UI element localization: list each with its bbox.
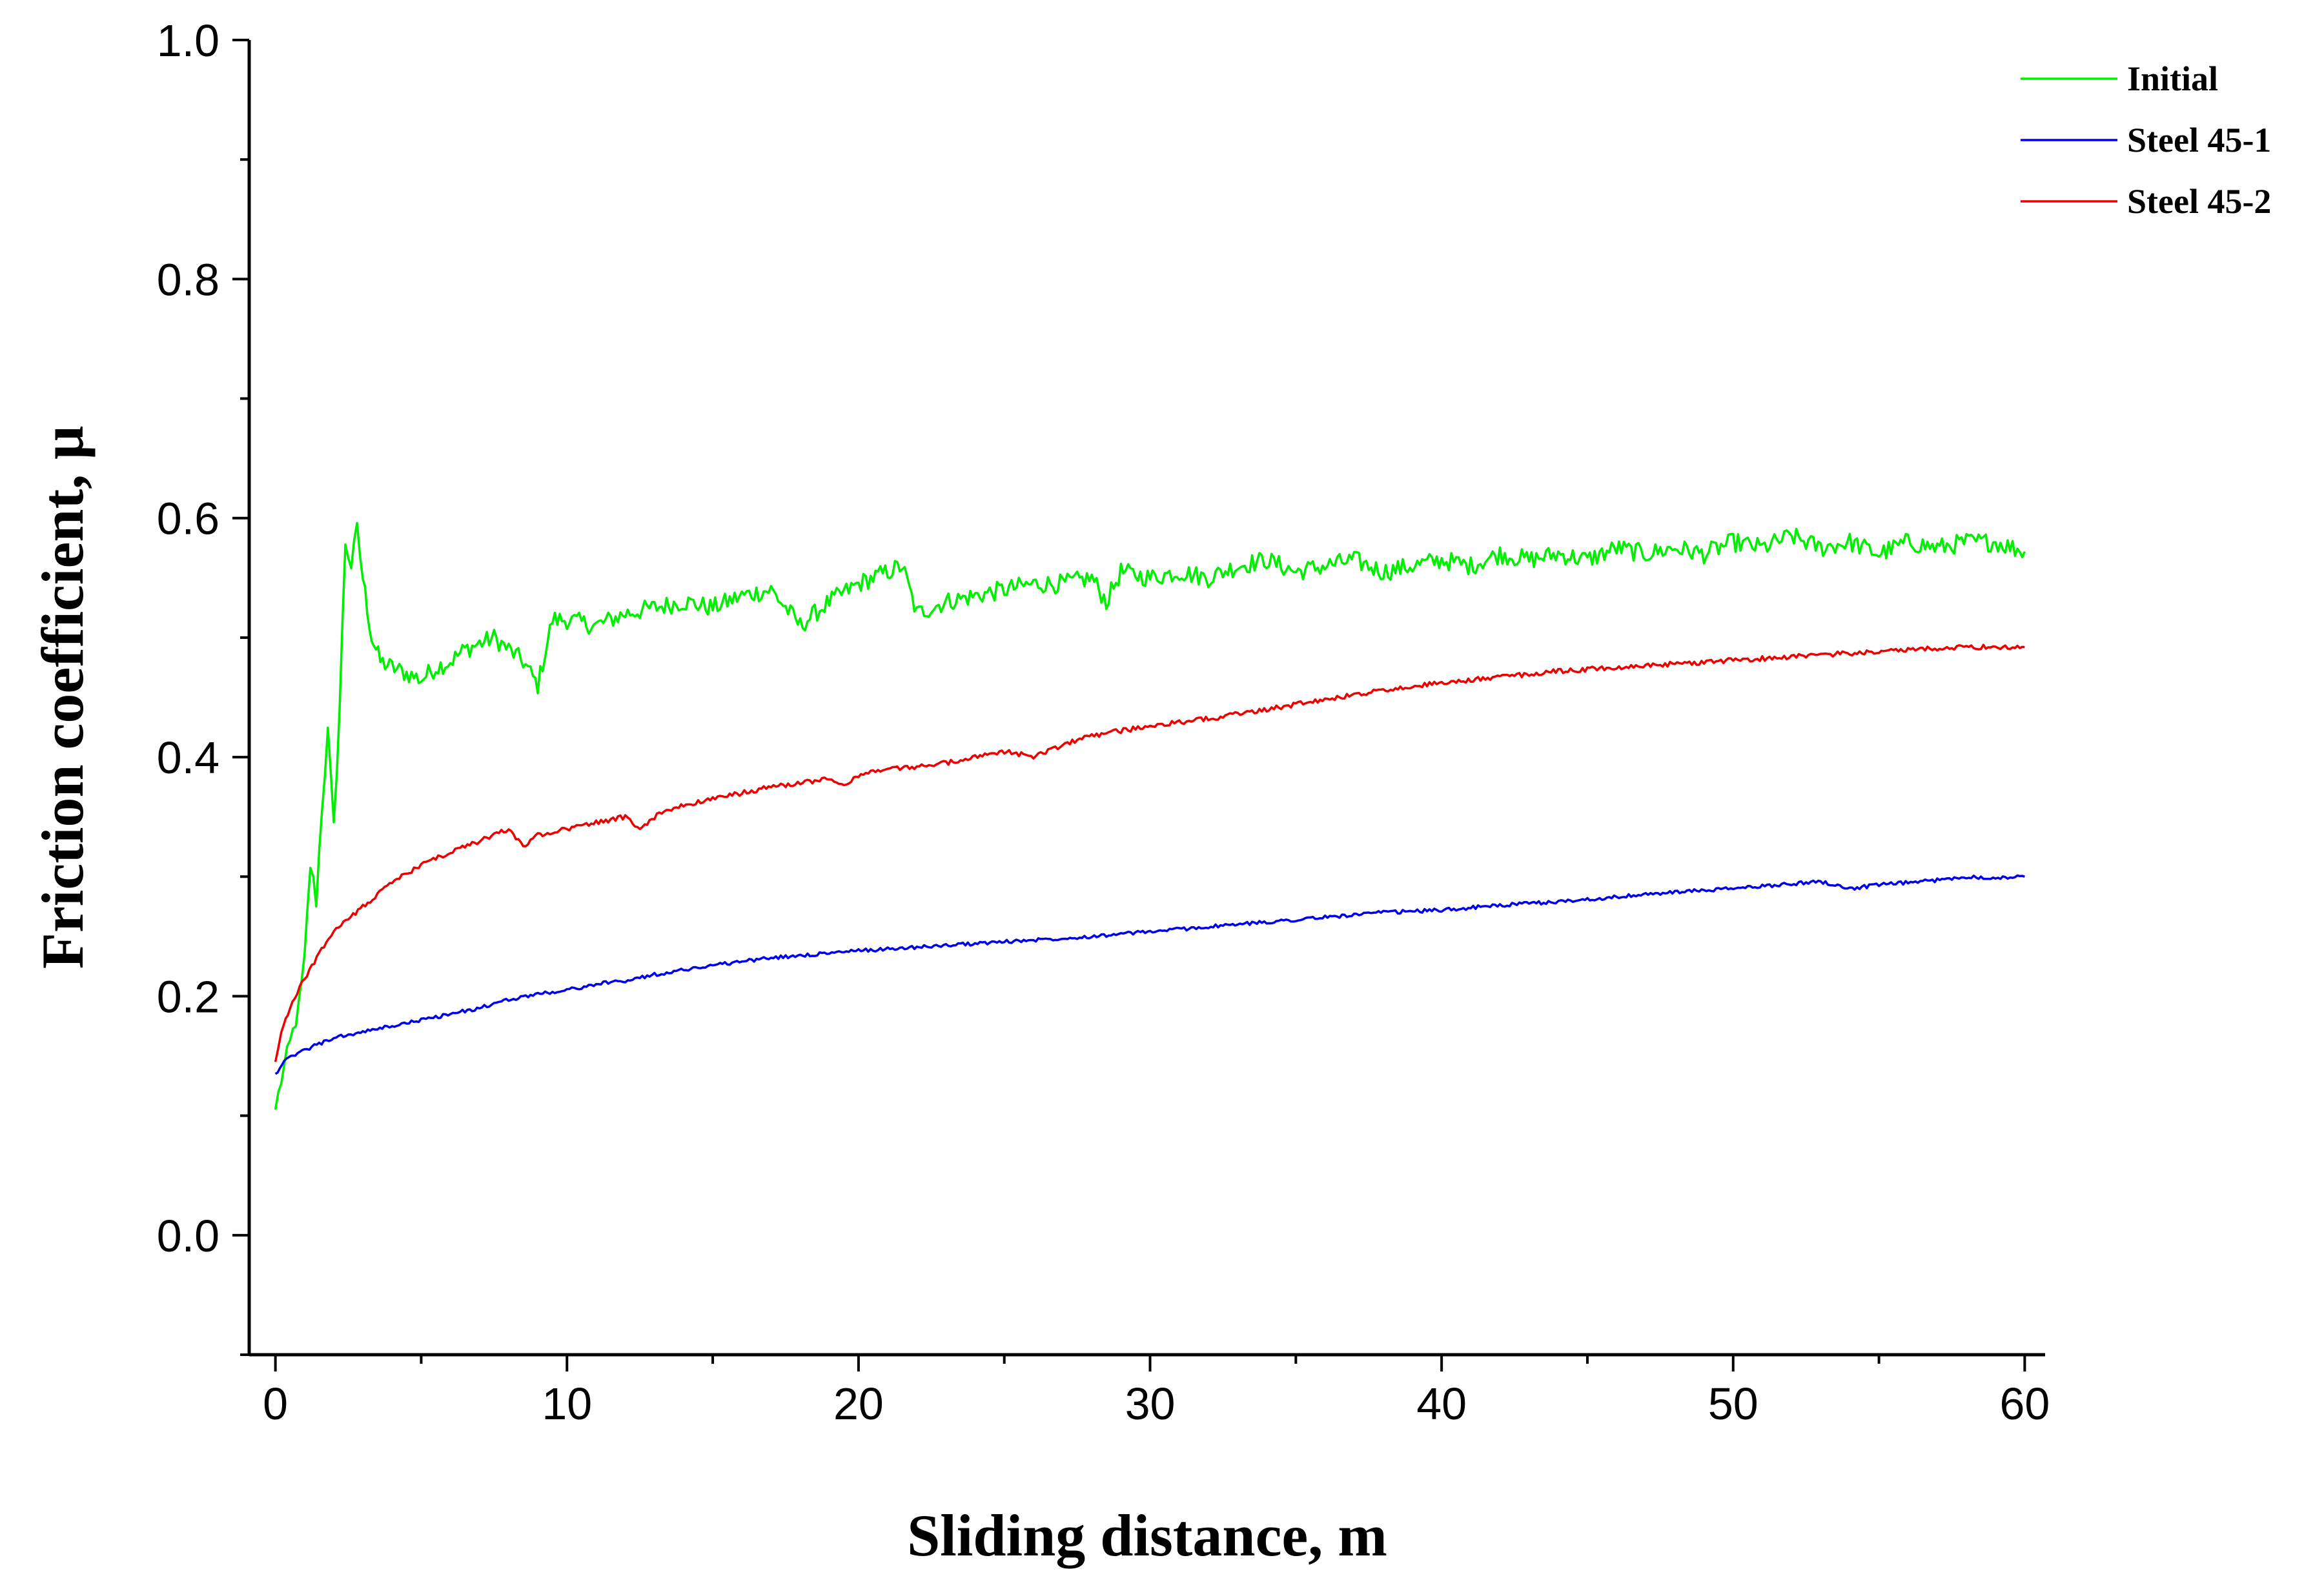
legend-label-1: Steel 45-1 — [2127, 121, 2271, 159]
series-line-1 — [274, 874, 2025, 1075]
ticks: 0 10 20 30 40 50 60 0.0 0.2 0.4 0.6 0.8 1.0 — [157, 15, 2050, 1429]
y-tick-label: 0.2 — [157, 971, 219, 1022]
y-tick-label: 0.0 — [157, 1211, 219, 1261]
x-tick-label: 50 — [1708, 1379, 1758, 1429]
x-axis-title: Sliding distance, m — [907, 1503, 1387, 1568]
y-tick-label: 0.4 — [157, 733, 219, 783]
x-tick-label: 60 — [1999, 1379, 2050, 1429]
legend: Initial Steel 45-1 Steel 45-2 — [2021, 59, 2271, 221]
x-tick-label: 40 — [1416, 1379, 1467, 1429]
series-line-2 — [274, 643, 2025, 1062]
y-axis-title: Friction coefficient, μ — [30, 426, 96, 969]
x-tick-label: 30 — [1125, 1379, 1176, 1429]
plot-lines — [274, 521, 2026, 1110]
y-tick-label: 1.0 — [157, 15, 219, 66]
axes — [247, 40, 2045, 1357]
y-tick-label: 0.6 — [157, 494, 219, 544]
x-tick-label: 20 — [833, 1379, 884, 1429]
x-tick-label: 0 — [263, 1379, 288, 1429]
x-tick-label: 10 — [542, 1379, 592, 1429]
legend-label-2: Steel 45-2 — [2127, 182, 2271, 221]
legend-label-0: Initial — [2127, 59, 2218, 98]
y-tick-label: 0.8 — [157, 254, 219, 305]
series-line-0 — [274, 521, 2026, 1110]
